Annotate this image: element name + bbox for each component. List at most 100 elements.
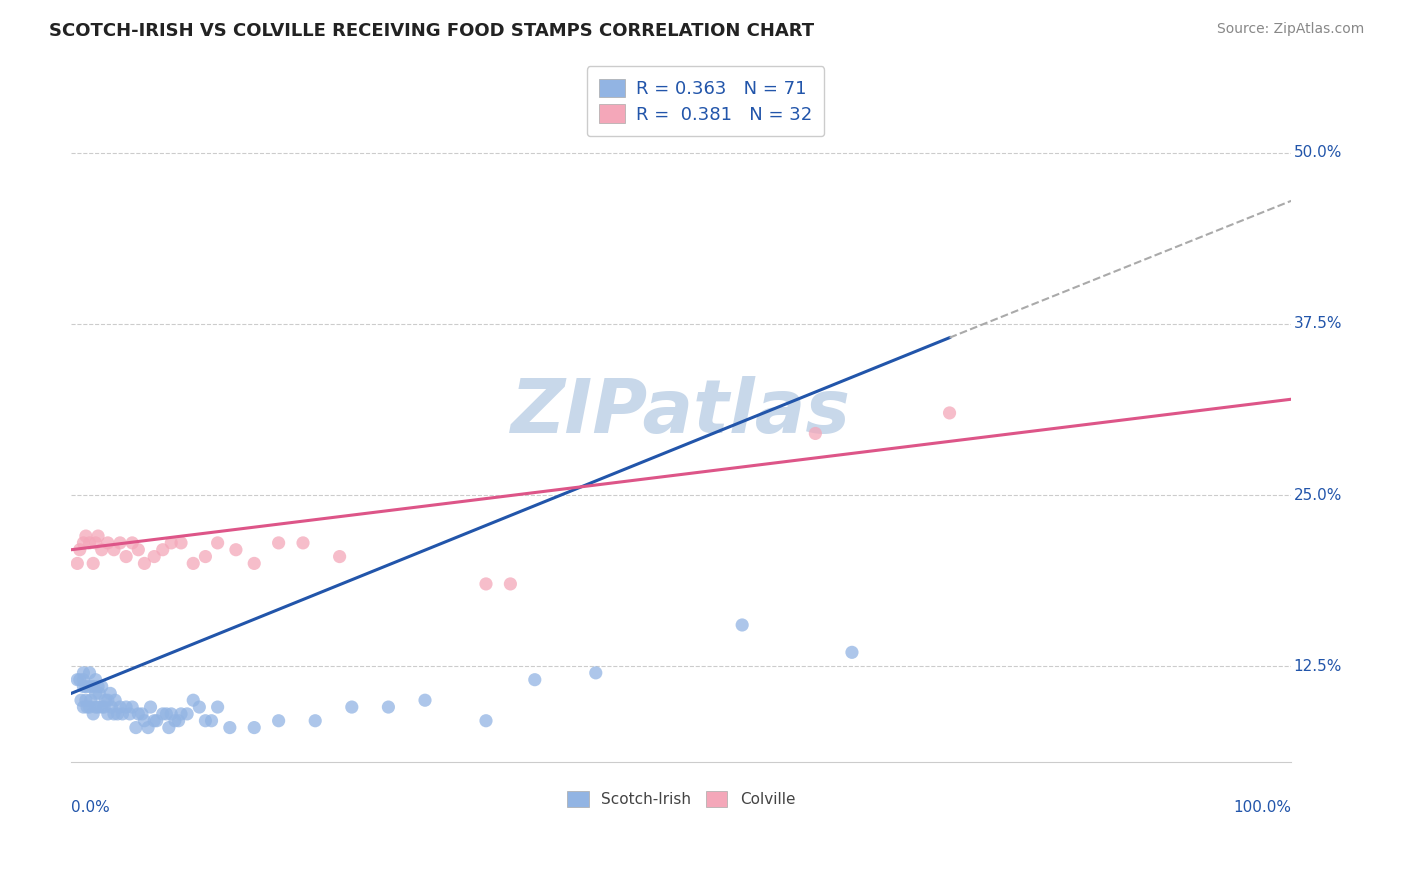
Point (143, 714, 166, 728)
Point (143, 549, 166, 564)
Point (93, 700, 115, 714)
Point (72, 536, 94, 550)
Point (125, 721, 148, 735)
Point (200, 714, 222, 728)
Point (90, 680, 112, 694)
Point (145, 714, 167, 728)
Point (170, 536, 193, 550)
Text: 37.5%: 37.5% (1294, 317, 1343, 332)
Point (90, 542, 112, 557)
Point (267, 536, 290, 550)
Point (152, 706, 174, 721)
Point (79, 665, 101, 680)
Point (97, 706, 120, 721)
Point (115, 549, 138, 564)
Text: 12.5%: 12.5% (1294, 658, 1341, 673)
Point (181, 693, 204, 707)
Point (152, 542, 174, 557)
Point (98, 686, 121, 700)
Point (84, 686, 107, 700)
Point (118, 706, 141, 721)
Point (163, 714, 186, 728)
Point (225, 542, 247, 557)
Point (87, 529, 110, 543)
Point (76, 700, 98, 714)
Text: 100.0%: 100.0% (1233, 800, 1291, 815)
Point (66, 673, 89, 687)
Point (115, 700, 138, 714)
Point (84, 700, 107, 714)
Point (170, 706, 193, 721)
Point (121, 700, 143, 714)
Point (167, 714, 190, 728)
Point (523, 673, 546, 687)
Point (69, 673, 91, 687)
Point (87, 680, 110, 694)
Point (585, 665, 607, 680)
Point (121, 536, 143, 550)
Point (157, 721, 180, 735)
Point (218, 721, 240, 735)
Text: 50.0%: 50.0% (1294, 145, 1341, 161)
Point (841, 645, 863, 659)
Legend: Scotch-Irish, Colville: Scotch-Irish, Colville (561, 785, 801, 814)
Point (243, 721, 266, 735)
Text: 0.0%: 0.0% (72, 800, 110, 815)
Point (72, 673, 94, 687)
Point (72, 680, 94, 694)
Point (82, 680, 104, 694)
Point (139, 700, 162, 714)
Point (66, 557, 89, 571)
Text: SCOTCH-IRISH VS COLVILLE RECEIVING FOOD STAMPS CORRELATION CHART: SCOTCH-IRISH VS COLVILLE RECEIVING FOOD … (49, 22, 814, 40)
Point (97, 536, 120, 550)
Point (94, 693, 117, 707)
Point (89, 686, 111, 700)
Point (82, 557, 104, 571)
Point (160, 706, 183, 721)
Point (131, 706, 153, 721)
Point (103, 542, 125, 557)
Point (207, 536, 229, 550)
Point (176, 706, 198, 721)
Point (136, 721, 159, 735)
Point (329, 549, 352, 564)
Point (160, 536, 183, 550)
Point (267, 714, 290, 728)
Point (79, 700, 101, 714)
Point (134, 714, 156, 728)
Point (108, 536, 131, 550)
Point (188, 700, 211, 714)
Point (72, 665, 94, 680)
Point (127, 706, 149, 721)
Point (292, 536, 315, 550)
Point (70, 693, 93, 707)
Point (82, 706, 104, 721)
Point (304, 714, 326, 728)
Text: Source: ZipAtlas.com: Source: ZipAtlas.com (1216, 22, 1364, 37)
Point (87, 700, 110, 714)
Point (243, 557, 266, 571)
Point (938, 406, 960, 420)
Point (84, 673, 107, 687)
Text: 25.0%: 25.0% (1294, 488, 1341, 502)
Point (475, 714, 498, 728)
Point (111, 706, 134, 721)
Point (108, 700, 131, 714)
Point (194, 714, 217, 728)
Point (475, 577, 498, 591)
Point (103, 706, 125, 721)
Point (107, 706, 129, 721)
Point (80, 693, 103, 707)
Point (75, 680, 97, 694)
Point (127, 542, 149, 557)
Point (194, 549, 217, 564)
Point (79, 680, 101, 694)
Point (75, 693, 97, 707)
Point (104, 693, 127, 707)
Point (499, 577, 522, 591)
Point (100, 700, 122, 714)
Point (97, 693, 120, 707)
Point (75, 529, 97, 543)
Point (731, 618, 754, 632)
Point (207, 700, 229, 714)
